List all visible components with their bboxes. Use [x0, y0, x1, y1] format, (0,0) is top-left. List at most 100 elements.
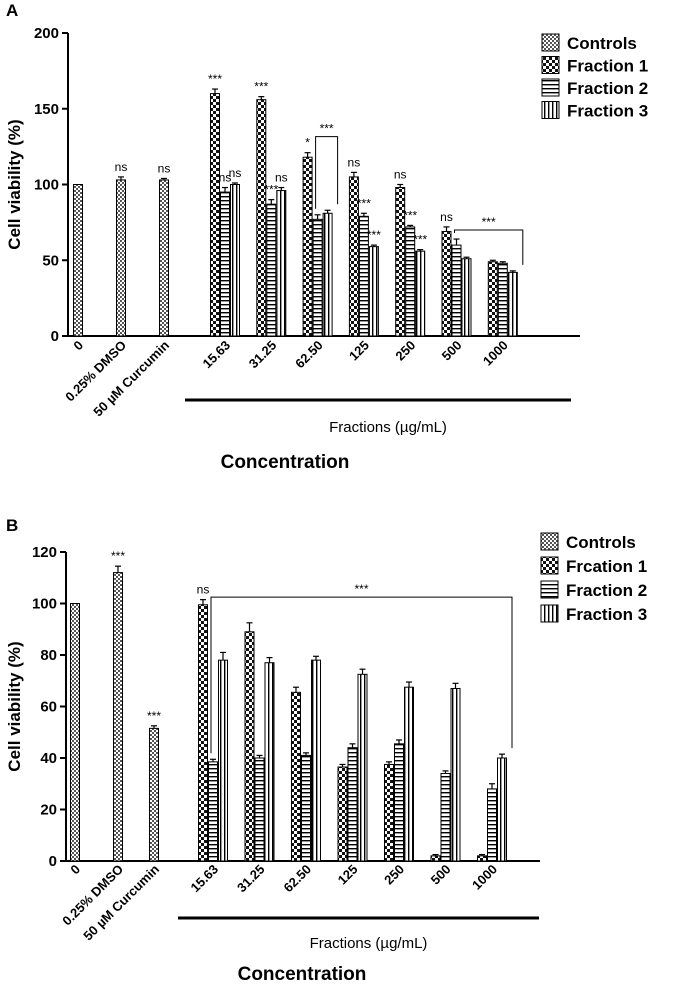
- x-tick-label: 250: [381, 862, 407, 888]
- legend-label: Controls: [567, 34, 637, 53]
- x-tick-label: 1000: [469, 862, 500, 893]
- x-tick-label: 1000: [480, 338, 511, 369]
- significance-label: ***: [367, 228, 381, 242]
- bar-fraction-3: [497, 757, 507, 862]
- panel-letter: B: [6, 516, 18, 535]
- fraction-group-label: Fractions (µg/mL): [329, 419, 447, 436]
- significance-label: ns: [275, 171, 288, 185]
- bar-fraction-1: [384, 763, 394, 862]
- bar-fraction-1: [256, 99, 267, 337]
- bar-fraction-3: [415, 250, 426, 337]
- significance-label: ***: [357, 196, 371, 210]
- bar-fraction-2: [497, 262, 508, 337]
- x-tick-label: 0: [70, 338, 86, 354]
- legend-label: Fraction 3: [567, 102, 648, 121]
- bar-fraction-2: [220, 191, 230, 337]
- x-axis-title: Concentration: [238, 964, 367, 985]
- bar-fraction-1: [337, 766, 348, 862]
- legend-swatch: [541, 101, 560, 119]
- legend-swatch: [541, 78, 560, 97]
- bar-fraction-1: [441, 230, 452, 337]
- fraction-group-label: Fractions (µg/mL): [310, 935, 428, 952]
- bar-fraction-3: [218, 659, 228, 862]
- y-tick-label: 120: [32, 544, 57, 561]
- x-axis-title: Concentration: [221, 452, 350, 473]
- bar-fraction-3: [368, 246, 379, 337]
- legend-label: Fraction 2: [566, 581, 647, 600]
- y-tick-label: 50: [42, 252, 59, 269]
- legend-swatch: [541, 33, 560, 52]
- legend-label: Fraction 3: [566, 605, 647, 624]
- bar-fraction-2: [440, 772, 451, 862]
- x-tick-label: 500: [439, 338, 465, 364]
- significance-label: ns: [115, 160, 128, 174]
- bar-fraction-1: [302, 156, 313, 337]
- bar-controls: [70, 603, 80, 862]
- significance-label: ns: [219, 171, 232, 185]
- significance-label: ***: [254, 80, 268, 94]
- significance-label: ***: [147, 709, 161, 723]
- bar-fraction-2: [347, 747, 358, 862]
- bar-fraction-1: [487, 261, 498, 337]
- bar-fraction-3: [461, 258, 472, 337]
- bar-fraction-2: [208, 761, 218, 862]
- bar-fraction-2: [487, 788, 497, 862]
- x-tick-label: 500: [428, 862, 454, 888]
- y-axis-label: Cell viability (%): [5, 641, 24, 771]
- y-tick-label: 100: [32, 596, 57, 613]
- significance-label: *: [305, 136, 310, 150]
- significance-bracket: [210, 596, 513, 754]
- bar-fraction-3: [230, 184, 240, 337]
- y-tick-label: 200: [34, 25, 59, 42]
- legend-swatch: [540, 604, 559, 623]
- legend-swatch: [541, 56, 560, 74]
- bar-fraction-1: [244, 631, 255, 862]
- legend-swatch: [540, 532, 559, 551]
- x-tick-label: 50 µM Curcumin: [90, 337, 172, 419]
- x-tick-label: 31.25: [234, 862, 268, 896]
- bar-fraction-3: [404, 686, 414, 862]
- bar-fraction-1: [430, 855, 441, 862]
- bar-fraction-2: [451, 244, 462, 337]
- y-tick-label: 60: [40, 699, 57, 716]
- legend-swatch: [540, 580, 559, 599]
- bracket-label: ***: [354, 582, 368, 596]
- x-tick-label: 31.25: [246, 338, 280, 372]
- bar-fraction-3: [357, 673, 368, 862]
- significance-label: ns: [197, 583, 210, 597]
- bar-fraction-3: [276, 190, 287, 337]
- bar-fraction-1: [198, 604, 208, 862]
- panel-letter: A: [6, 1, 18, 20]
- significance-label: ***: [413, 233, 427, 247]
- bar-fraction-3: [450, 687, 461, 862]
- y-axis-label: Cell viability (%): [5, 119, 24, 249]
- bar-fraction-2: [312, 218, 323, 337]
- x-tick-label: 125: [335, 862, 361, 888]
- significance-label: ***: [208, 72, 222, 86]
- bar-fraction-2: [254, 757, 265, 862]
- significance-label: ns: [158, 161, 171, 175]
- y-tick-label: 0: [51, 328, 59, 345]
- legend-label: Controls: [566, 533, 636, 552]
- bar-fraction-3: [322, 212, 333, 337]
- legend-label: Fraction 1: [567, 57, 648, 76]
- x-tick-label: 62.50: [292, 338, 326, 372]
- bar-controls: [159, 179, 169, 337]
- y-tick-label: 80: [40, 647, 57, 664]
- significance-label: ***: [403, 208, 417, 222]
- y-tick-label: 0: [49, 853, 57, 870]
- bar-controls: [116, 179, 126, 337]
- legend-label: Fraction 2: [567, 79, 648, 98]
- x-tick-label: 125: [346, 338, 372, 364]
- x-tick-label: 0: [67, 862, 83, 878]
- bar-fraction-1: [291, 691, 301, 862]
- y-tick-label: 100: [34, 177, 59, 194]
- significance-label: ***: [264, 183, 278, 197]
- legend-label: Frcation 1: [566, 557, 647, 576]
- x-tick-label: 0.25% DMSO: [59, 862, 126, 929]
- x-tick-label: 15.63: [188, 862, 222, 896]
- significance-label: ns: [394, 168, 407, 182]
- x-tick-label: 250: [392, 338, 418, 364]
- significance-label: ***: [111, 549, 125, 563]
